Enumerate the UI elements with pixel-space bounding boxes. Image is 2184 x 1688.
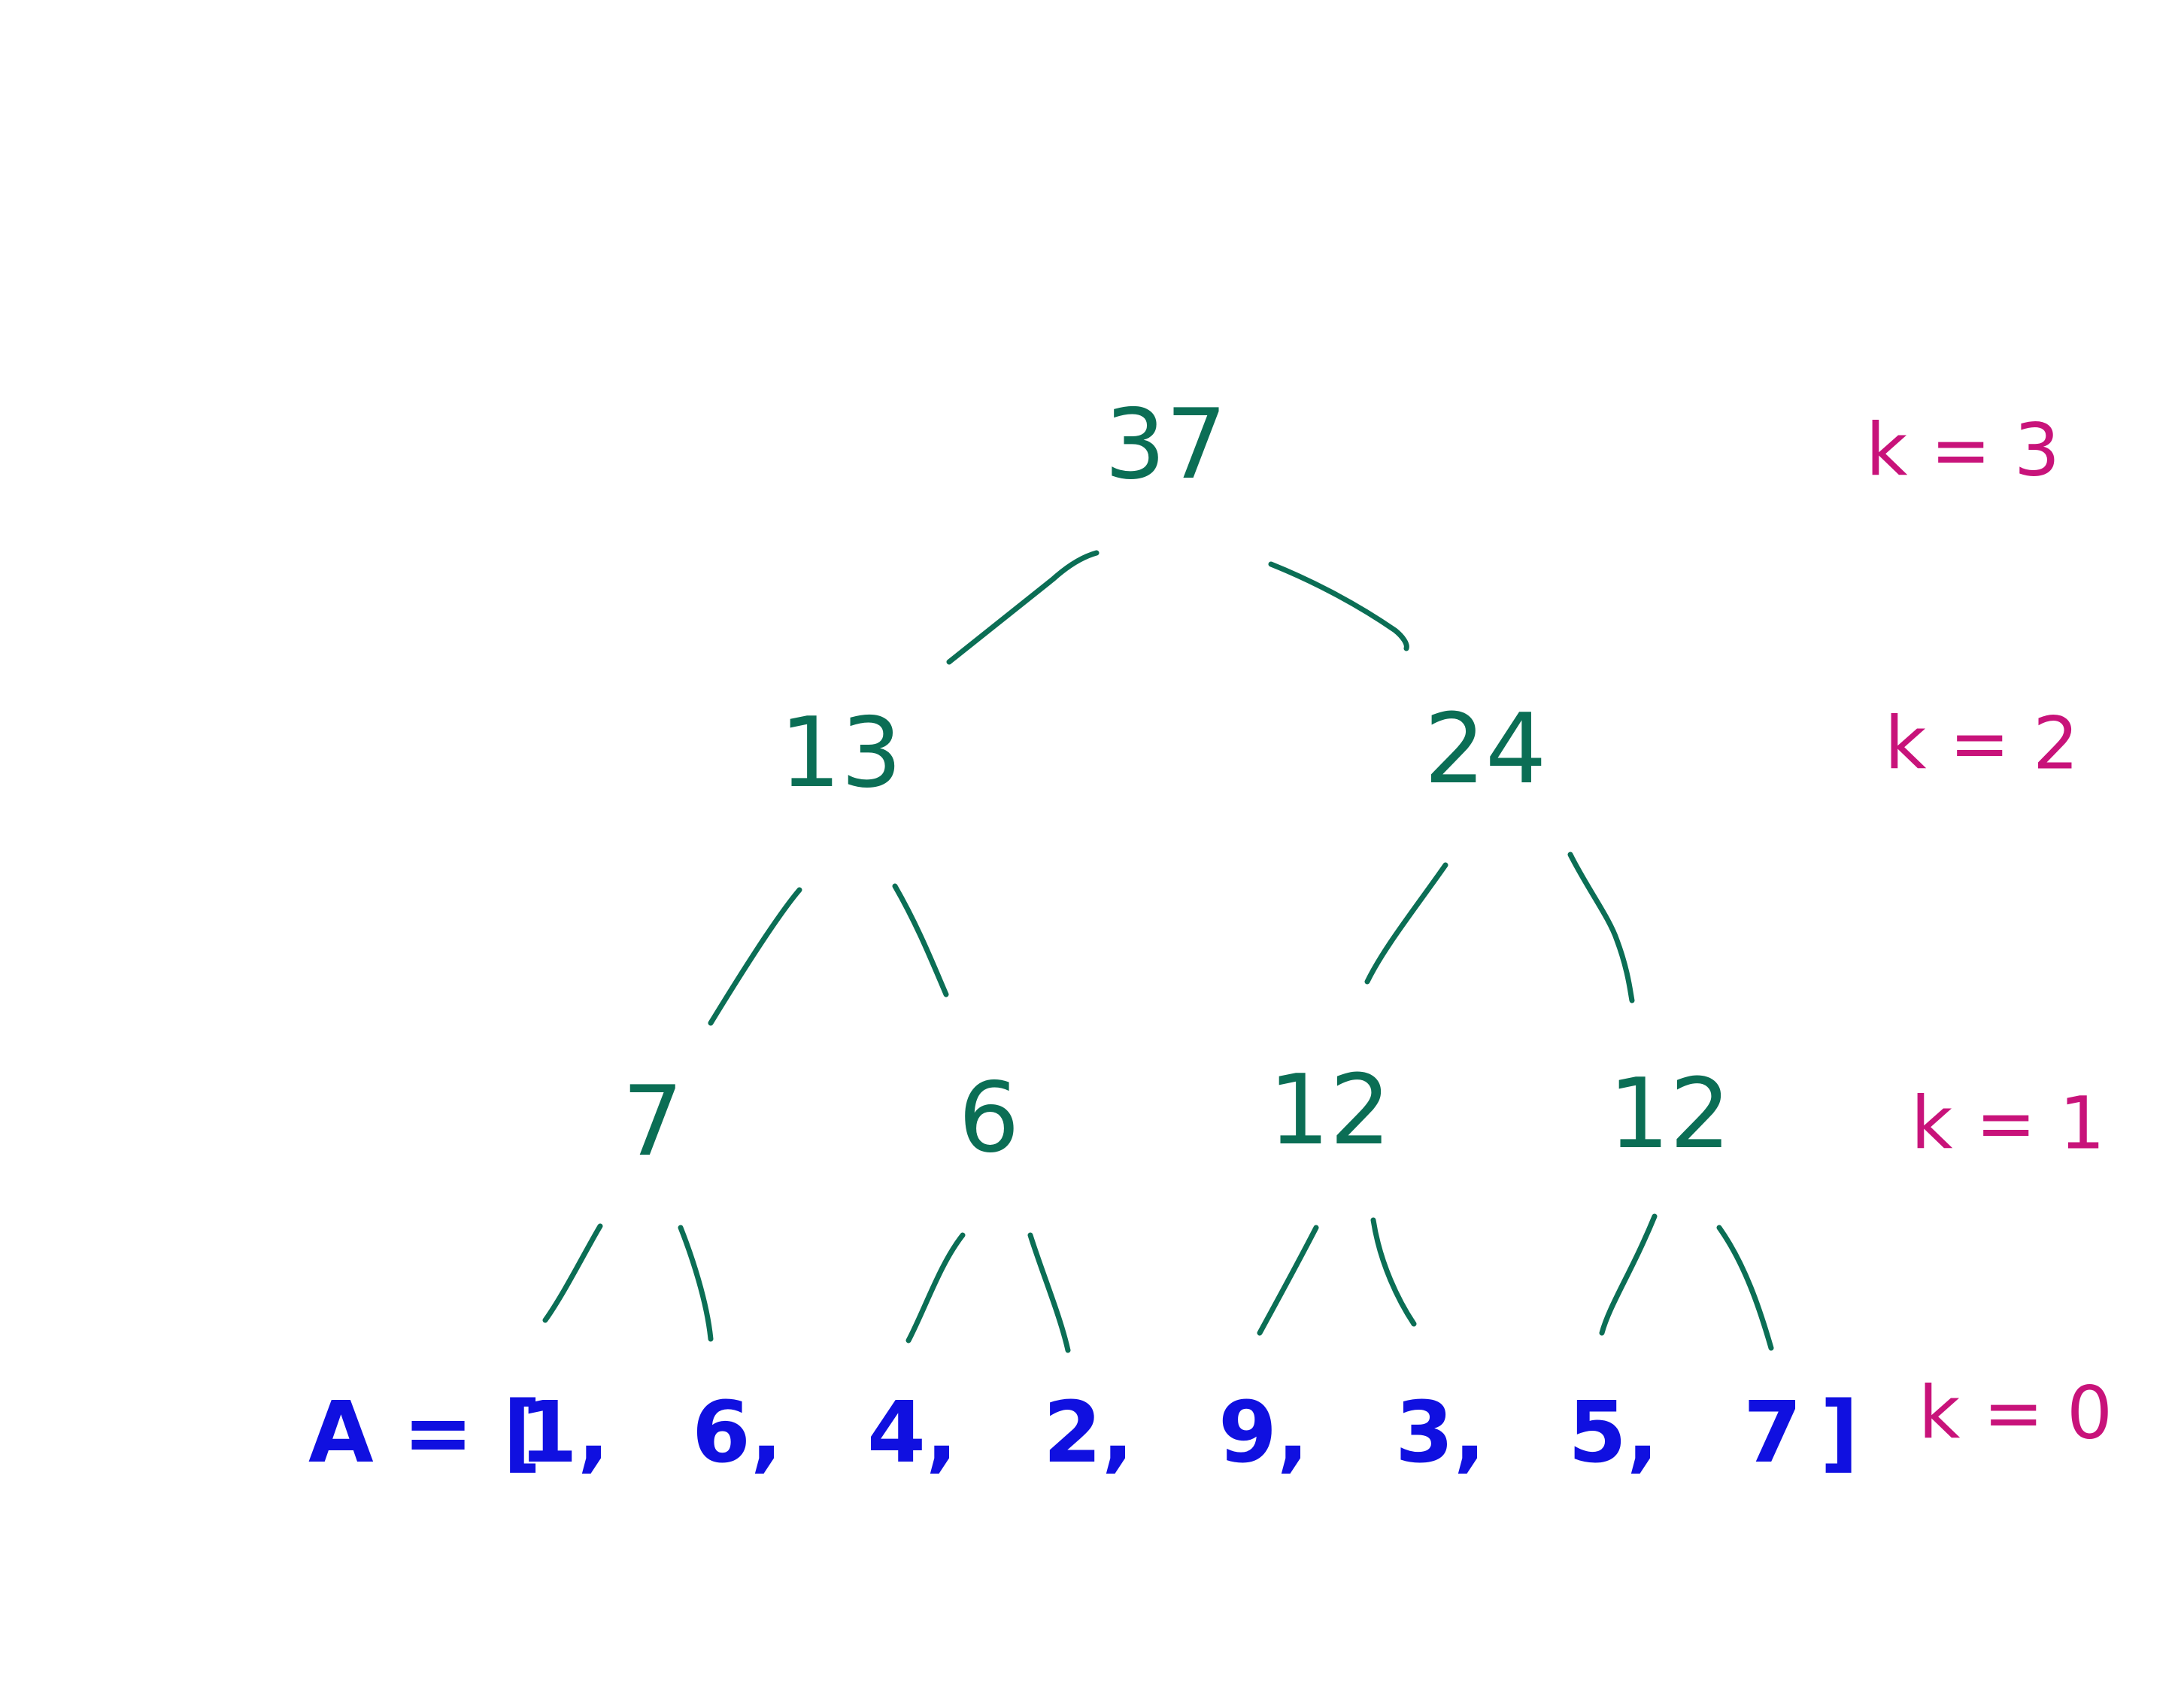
level1-node-4: 12: [1609, 1058, 1731, 1170]
edge-7-left: [542, 1223, 603, 1323]
array-suffix: ]: [1820, 1384, 1858, 1482]
level2-node-left: 13: [780, 697, 902, 809]
level-label-k3: k = 3: [1866, 408, 2060, 492]
array-item-2: 6,: [692, 1384, 782, 1482]
edge-24-left: [1364, 862, 1448, 985]
array-item-5: 9,: [1218, 1384, 1309, 1482]
array-item-8: 7: [1743, 1384, 1802, 1482]
array-prefix: A = [: [308, 1384, 541, 1482]
edge-13-right: [892, 883, 949, 997]
edge-13-left: [708, 887, 802, 1026]
array-item-1: 1,: [519, 1384, 609, 1482]
level-label-k1: k = 1: [1911, 1081, 2105, 1165]
array-item-4: 2,: [1043, 1384, 1133, 1482]
array-item-3: 4,: [867, 1384, 957, 1482]
array-item-6: 3,: [1395, 1384, 1485, 1482]
level1-node-2: 6: [958, 1062, 1019, 1174]
edge-12b-left: [1599, 1213, 1658, 1336]
array-item-7: 5,: [1568, 1384, 1658, 1482]
edge-root-left: [946, 550, 1100, 665]
edge-12a-right: [1370, 1217, 1417, 1327]
edge-6-left: [905, 1232, 966, 1343]
edge-12a-left: [1257, 1225, 1319, 1336]
edge-6-right: [1027, 1232, 1071, 1353]
level1-node-3: 12: [1269, 1055, 1391, 1167]
root-node: 37: [1105, 389, 1227, 501]
level-label-k2: k = 2: [1885, 701, 2079, 785]
level-label-k0: k = 0: [1919, 1371, 2113, 1455]
edge-7-right: [678, 1225, 714, 1342]
level2-node-right: 24: [1424, 694, 1547, 806]
edge-24-right: [1567, 852, 1635, 1003]
level1-node-1: 7: [622, 1066, 683, 1178]
edge-12b-right: [1716, 1225, 1774, 1351]
edge-root-right: [1268, 561, 1409, 651]
